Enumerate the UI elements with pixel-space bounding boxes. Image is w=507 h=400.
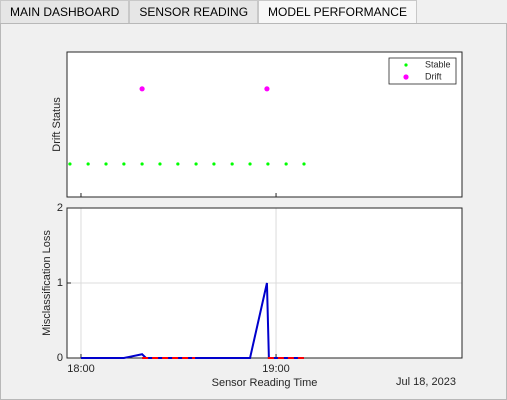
- y-axis-label: Drift Status: [51, 97, 63, 152]
- legend-label: Stable: [425, 59, 451, 69]
- tab[interactable]: SENSOR READING: [129, 0, 259, 23]
- point: [176, 162, 180, 166]
- plot-border: [66, 207, 463, 359]
- point: [140, 162, 144, 166]
- point: [248, 162, 252, 166]
- point: [230, 162, 234, 166]
- point: [104, 162, 108, 166]
- point: [266, 162, 270, 166]
- legend-label: Drift: [425, 71, 442, 81]
- tab[interactable]: MODEL PERFORMANCE: [258, 0, 417, 24]
- point: [86, 162, 90, 166]
- point: [158, 162, 162, 166]
- point: [68, 162, 72, 166]
- y-tick-label: 2: [57, 202, 63, 214]
- y-tick-label: 0: [57, 352, 63, 364]
- legend-marker: [404, 63, 408, 67]
- point: [264, 86, 270, 92]
- tab-bar: MAIN DASHBOARD SENSOR READING MODEL PERF…: [0, 0, 507, 24]
- x-axis-note: Jul 18, 2023: [396, 376, 456, 388]
- y-tick-label: 1: [57, 277, 63, 289]
- point: [194, 162, 198, 166]
- point: [122, 162, 126, 166]
- x-axis-label: Sensor Reading Time: [212, 377, 318, 389]
- y-axis-label: Misclassification Loss: [41, 230, 53, 336]
- legend-box: [388, 57, 457, 85]
- point: [212, 162, 216, 166]
- x-tick-label: 18:00: [67, 363, 95, 375]
- tab[interactable]: MAIN DASHBOARD: [0, 0, 130, 23]
- x-tick-label: 19:00: [262, 363, 290, 375]
- point: [139, 86, 145, 92]
- point: [302, 162, 306, 166]
- point: [284, 162, 288, 166]
- plot-border: [66, 51, 463, 198]
- legend-marker: [403, 74, 409, 80]
- line: [80, 282, 304, 359]
